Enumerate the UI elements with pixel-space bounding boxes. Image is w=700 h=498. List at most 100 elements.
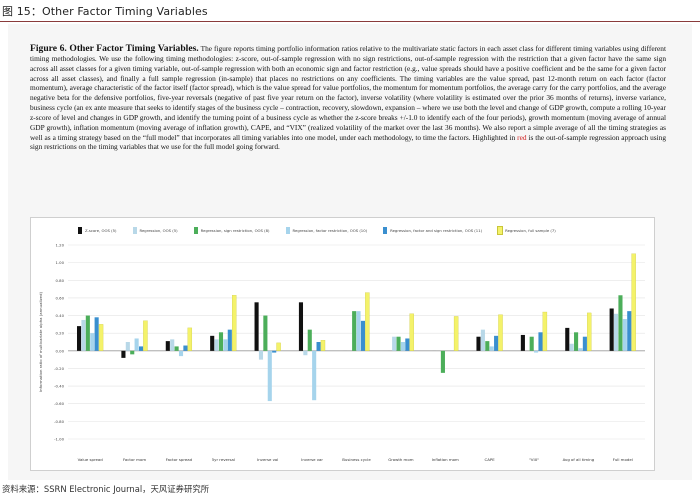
source-note: 资料来源：SSRN Electronic Journal，天风证券研究所	[2, 484, 210, 494]
bar	[609, 308, 614, 351]
y-tick-label: 1.00	[56, 260, 65, 265]
bar	[396, 336, 401, 351]
bar	[170, 339, 175, 351]
bar-chart: 1.20 1.00 0.80 0.60 0.40 0.20 0.00 -0.20 -0.40 -0…	[38, 243, 645, 462]
bar	[227, 329, 232, 351]
y-tick-label: -0.20	[54, 366, 64, 371]
bar	[405, 338, 410, 351]
y-axis-label: Information ratio of multivariate alpha …	[38, 291, 43, 392]
bar	[538, 332, 543, 351]
bar	[316, 342, 321, 351]
y-tick-label: 0.40	[56, 313, 65, 318]
bar	[254, 302, 259, 351]
legend-entry: Regression, sign restriction, OOS (8)	[193, 226, 270, 234]
bar	[81, 319, 86, 351]
legend-swatch	[78, 226, 82, 234]
bar	[569, 343, 574, 351]
bar	[480, 329, 485, 351]
bar	[542, 311, 548, 351]
x-tick-label: Growth mom	[388, 457, 413, 462]
bar	[627, 311, 632, 351]
legend-label: Z-score, OOS (5)	[85, 227, 117, 233]
bar	[529, 336, 534, 351]
bar	[476, 336, 481, 351]
bar	[121, 350, 126, 358]
x-tick-label: Full model	[613, 457, 633, 462]
y-tick-label: -0.80	[54, 419, 64, 424]
bar	[453, 316, 459, 351]
bar	[210, 335, 215, 351]
chart-legend: Z-score, OOS (5) Regression, OOS (5) Regre…	[78, 223, 648, 237]
x-tick-label: Business cycle	[342, 457, 371, 462]
bar	[174, 346, 179, 351]
bar	[534, 350, 539, 353]
bar	[276, 342, 281, 351]
bar	[183, 345, 188, 351]
legend-label: Regression, OOS (5)	[139, 227, 178, 233]
bar	[272, 350, 277, 353]
bar	[94, 317, 99, 351]
bar	[520, 334, 525, 351]
legend-entry: Regression, factor restriction, OOS (10)	[285, 226, 367, 234]
x-tick-label: Factor mom	[123, 457, 146, 462]
x-tick-label: CAPE	[485, 457, 496, 462]
bar	[307, 329, 312, 351]
caption-red-word: red	[517, 132, 527, 142]
x-tick-label: Value spread	[78, 457, 104, 462]
bar	[218, 332, 224, 351]
bar	[165, 341, 170, 351]
legend-swatch	[193, 226, 198, 234]
legend-entry: Regression, full sample (7)	[497, 225, 556, 235]
bar	[409, 313, 414, 351]
x-tick-label: Inverse var	[301, 457, 323, 462]
y-tick-label: -0.60	[54, 401, 64, 406]
x-tick-label: 5yr reversal	[212, 457, 235, 462]
chart-frame	[30, 217, 655, 471]
bar	[85, 315, 90, 351]
bar	[631, 253, 636, 351]
x-tick-label: Inverse vol	[257, 457, 278, 462]
bar	[303, 350, 308, 356]
legend-entry: Regression, factor and sign restriction,…	[383, 226, 483, 234]
legend-swatch	[383, 226, 388, 234]
legend-label: Regression, full sample (7)	[505, 227, 556, 233]
bar	[578, 348, 583, 351]
bar	[98, 324, 104, 351]
bar	[90, 333, 95, 351]
bar	[614, 313, 619, 351]
bar	[298, 302, 304, 351]
bar	[76, 326, 82, 351]
legend-entry: Regression, OOS (5)	[132, 226, 178, 234]
legend-label: Regression, factor and sign restriction,…	[390, 227, 483, 233]
bar	[489, 346, 494, 351]
x-tick-label: "VIX"	[529, 457, 539, 462]
legend-label: Regression, sign restriction, OOS (8)	[200, 227, 270, 233]
bar	[320, 340, 326, 351]
bar	[392, 336, 397, 351]
bar	[143, 320, 148, 351]
bar	[440, 350, 445, 373]
legend-swatch	[285, 226, 290, 234]
x-tick-label: Avg of all timing	[563, 457, 595, 462]
bar	[223, 339, 228, 351]
figure-header: 图 15：Other Factor Timing Variables	[0, 0, 700, 22]
x-tick-label: Factor spread	[166, 457, 193, 462]
y-tick-label: 0.00	[56, 348, 65, 353]
bar	[400, 342, 405, 351]
y-tick-label: 0.60	[56, 295, 65, 300]
y-tick-label: -1.00	[54, 437, 64, 442]
bar	[231, 295, 237, 351]
bar	[267, 350, 272, 402]
bar	[263, 315, 268, 351]
y-tick-label: 0.80	[56, 278, 65, 283]
bar	[134, 338, 139, 351]
figure-label: 图 15：Other Factor Timing Variables	[2, 4, 208, 18]
y-tick-label: -0.40	[54, 384, 64, 389]
bar	[258, 350, 264, 360]
figure-caption: Figure 6. Other Factor Timing Variables.…	[30, 44, 666, 152]
caption-tail: is the out-of-sample regression approach…	[30, 132, 667, 152]
bar	[138, 346, 144, 351]
y-tick-label: 1.20	[56, 243, 65, 248]
bar	[574, 332, 579, 351]
bar	[498, 314, 503, 351]
